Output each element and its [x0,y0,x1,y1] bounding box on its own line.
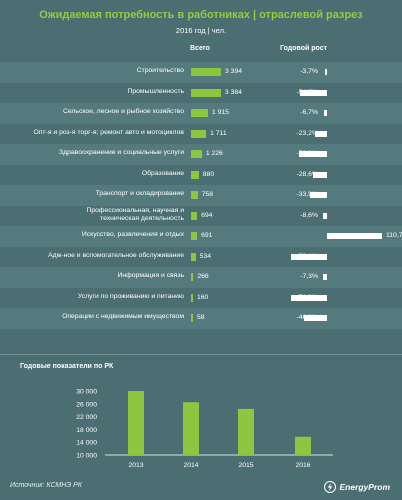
total-value: 1 711 [210,129,227,137]
growth-value: -23,2% [296,129,318,137]
growth-value: -6,7% [300,109,318,116]
growth-value: 110,7% [386,232,402,239]
sector-label: Сельское, лесное и рыбное хозяйство [63,108,184,115]
growth-bar [299,89,327,96]
growth-bar [290,253,327,260]
y-tick-label: 18 000 [76,427,97,434]
section-divider [0,354,402,355]
column-header-total: Всего [190,45,210,52]
page-subtitle: 2016 год | чел. [175,26,227,35]
brand-logo: EnergyProm [324,480,390,494]
sector-label: Искусство, развлечения и отдых [81,231,184,238]
y-tick-label: 14 000 [76,440,97,447]
total-bar [191,191,198,199]
annual-chart-title: Годовые показатели по РК [20,363,114,370]
annual-bar [238,408,254,455]
table-row [0,267,402,288]
growth-value: -33,9% [296,191,318,198]
total-value: 1 915 [211,109,229,116]
total-value: 266 [197,273,209,280]
total-bar [191,129,207,138]
lightning-icon [324,481,337,493]
total-value: 160 [197,293,209,301]
total-bar [191,88,221,97]
sector-label: Услуги по проживанию и питанию [77,292,184,300]
total-bar [191,314,193,322]
page-title: Ожидаемая потребность в работниках | отр… [39,9,363,21]
growth-bar [323,110,327,116]
total-bar [191,150,202,158]
y-tick-label: 22 000 [76,414,97,421]
sector-label: Информация и связь [117,272,184,279]
x-tick-label: 2013 [128,462,143,469]
total-value: 691 [201,232,213,239]
growth-bar [315,130,327,137]
sector-label: Образование [141,169,184,177]
sector-label: Профессиональная, научная и техническая … [86,206,184,222]
total-bar [191,109,208,117]
total-value: 1 226 [205,150,223,157]
total-bar [191,211,198,220]
table-row [0,308,402,329]
table-row [0,165,402,186]
annual-bar-chart: 10 000 14 000 18 000 22 000 26 000 30 000 2013… [76,389,333,469]
y-tick-label: 30 000 [76,389,97,396]
table-row [0,185,402,206]
total-value: 694 [201,211,213,219]
x-tick-label: 2014 [183,462,198,469]
sector-label: Транспорт и складирование [95,190,184,197]
growth-bar [325,69,327,75]
brand-name: EnergyProm [339,482,390,492]
total-bar [191,232,198,240]
annual-bar [128,391,144,455]
growth-bar [310,192,327,198]
total-bar [191,170,199,179]
growth-bar [299,151,327,157]
total-bar [191,293,193,302]
sector-label: Здравоохранение и социальные услуги [59,149,184,156]
growth-value: -3,7% [300,68,318,75]
growth-bar [312,171,327,178]
total-bar [191,68,221,76]
source-note: Источник: КСМНЭ РК [10,482,82,489]
growth-value: -28,6% [296,170,318,178]
growth-bar [323,274,327,280]
x-tick-label: 2015 [238,462,253,469]
table-row [0,226,402,247]
total-value: 3 394 [225,68,243,75]
total-bar [191,273,194,281]
annual-bar [183,402,199,455]
total-value: 758 [201,191,214,198]
sector-label: Опт-я и роз-я торг-я; ремонт авто и мото… [33,128,184,136]
growth-bar [322,212,327,219]
sector-label: Операции с недвижимым имуществом [62,313,184,320]
column-header-growth: Годовой рост [280,45,328,52]
annual-bar [295,436,311,455]
growth-bar [327,233,382,239]
total-bar [191,252,196,261]
growth-bar [291,294,327,301]
sector-label: Адм-ное и вспомогательное обслуживание [48,251,184,259]
sector-label: Строительство [136,67,184,74]
growth-value: -7,3% [300,273,318,280]
total-value: 3 384 [224,88,242,96]
total-value: 534 [199,252,212,260]
growth-bar [303,315,327,321]
growth-value: -8,6% [300,211,318,219]
x-tick-label: 2016 [295,462,310,469]
total-value: 58 [197,314,205,321]
total-value: 880 [202,170,215,178]
y-tick-label: 10 000 [76,453,97,460]
sector-label: Промышленность [127,87,184,95]
y-tick-label: 26 000 [76,401,97,408]
